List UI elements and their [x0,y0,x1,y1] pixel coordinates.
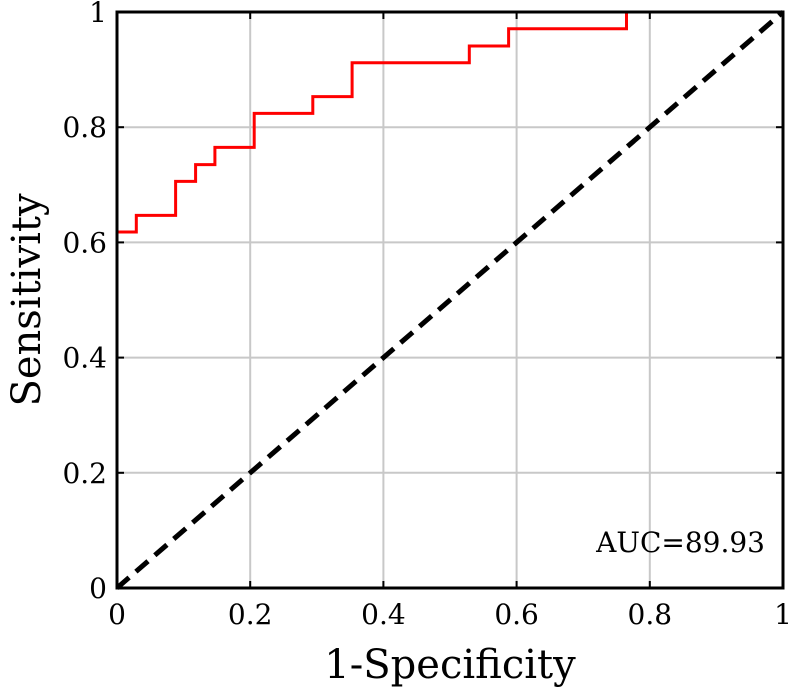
auc-annotation: AUC=89.93 [595,526,765,559]
series-group [115,10,785,590]
y-tick-labels: 0 0.2 0.4 0.6 0.8 1 [62,0,107,605]
x-tick-label-5: 1 [774,598,792,631]
chance-diagonal-line [115,10,785,590]
x-tick-label-2: 0.4 [361,598,406,631]
y-tick-label-4: 0.8 [62,111,107,144]
y-tick-label-2: 0.4 [62,342,107,375]
x-tick-labels: 0 0.2 0.4 0.6 0.8 1 [108,598,792,631]
x-tick-label-4: 0.8 [628,598,673,631]
y-tick-label-5: 1 [89,0,107,29]
x-tick-label-1: 0.2 [228,598,273,631]
y-tick-label-1: 0.2 [62,457,107,490]
x-tick-label-0: 0 [108,598,126,631]
roc-curve-line [115,10,783,588]
plot-frame [115,10,785,590]
x-tick-label-3: 0.6 [494,598,539,631]
tick-marks [116,11,784,589]
y-tick-label-3: 0.6 [62,226,107,259]
y-tick-label-0: 0 [89,572,107,605]
y-axis-title: Sensitivity [4,193,50,406]
x-axis-title: 1-Specificity [324,642,576,688]
grid-lines [117,12,783,588]
